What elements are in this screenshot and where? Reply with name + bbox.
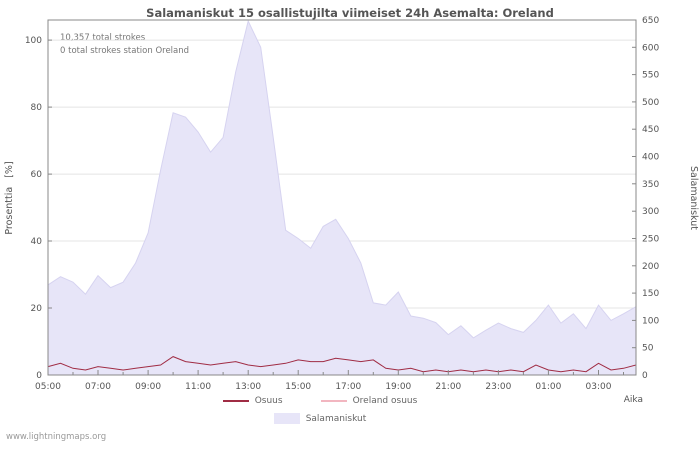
right-tick-label: 350 xyxy=(642,180,659,190)
left-axis-title: Prosenttia [%] xyxy=(4,161,15,234)
x-tick-label: 07:00 xyxy=(85,382,111,392)
left-tick-label: 60 xyxy=(31,170,43,180)
legend-item-oreland-osuus: Oreland osuus xyxy=(320,396,418,406)
legend-label-oreland-osuus: Oreland osuus xyxy=(352,396,418,406)
legend-row-area: Salamaniskut xyxy=(0,413,640,424)
right-tick-label: 400 xyxy=(642,153,659,163)
right-tick-label: 200 xyxy=(642,262,659,272)
x-tick-label: 05:00 xyxy=(35,382,61,392)
x-tick-label: 19:00 xyxy=(385,382,411,392)
annotation-station-strokes: 0 total strokes station Oreland xyxy=(60,46,189,56)
watermark: www.lightningmaps.org xyxy=(6,432,107,442)
left-tick-label: 100 xyxy=(25,36,42,46)
legend-label-salamaniskut: Salamaniskut xyxy=(305,413,367,424)
x-tick-label: 13:00 xyxy=(235,382,261,392)
legend-label-osuus: Osuus xyxy=(254,396,283,406)
x-tick-label: 01:00 xyxy=(535,382,561,392)
x-tick-label: 15:00 xyxy=(285,382,311,392)
right-tick-label: 250 xyxy=(642,235,659,245)
right-tick-label: 600 xyxy=(642,43,659,53)
right-tick-label: 150 xyxy=(642,289,659,299)
legend-item-salamaniskut: Salamaniskut xyxy=(273,413,367,424)
chart-title: Salamaniskut 15 osallistujilta viimeiset… xyxy=(146,6,554,20)
x-tick-label: 11:00 xyxy=(185,382,211,392)
salamaniskut-area-swatch xyxy=(273,413,300,424)
left-tick-label: 40 xyxy=(31,237,43,247)
osuus-line-swatch xyxy=(222,400,249,402)
left-tick-label: 0 xyxy=(36,371,42,381)
plot-frame xyxy=(47,19,637,376)
x-tick-label: 03:00 xyxy=(586,382,612,392)
right-tick-label: 100 xyxy=(642,316,659,326)
right-tick-label: 550 xyxy=(642,71,659,81)
right-tick-label: 50 xyxy=(642,344,654,354)
osuus-line xyxy=(47,356,637,373)
x-tick-label: 17:00 xyxy=(335,382,361,392)
right-tick-label: 0 xyxy=(642,371,648,381)
annotation-total-strokes: 10,357 total strokes xyxy=(60,33,146,43)
left-tick-label: 20 xyxy=(31,304,43,314)
x-tick-label: 09:00 xyxy=(135,382,161,392)
x-axis-title: Aika xyxy=(624,395,643,405)
left-tick-label: 80 xyxy=(31,103,43,113)
right-tick-label: 500 xyxy=(642,98,659,108)
x-tick-label: 21:00 xyxy=(435,382,461,392)
right-axis-title: Salamaniskut xyxy=(688,166,699,230)
oreland-line-swatch xyxy=(320,400,347,402)
right-tick-label: 300 xyxy=(642,207,659,217)
legend-row-lines: Osuus Oreland osuus xyxy=(0,396,640,406)
right-tick-label: 450 xyxy=(642,125,659,135)
x-tick-label: 23:00 xyxy=(485,382,511,392)
right-tick-label: 650 xyxy=(642,16,659,26)
salamaniskut-area xyxy=(47,19,637,376)
legend-item-osuus: Osuus xyxy=(222,396,283,406)
